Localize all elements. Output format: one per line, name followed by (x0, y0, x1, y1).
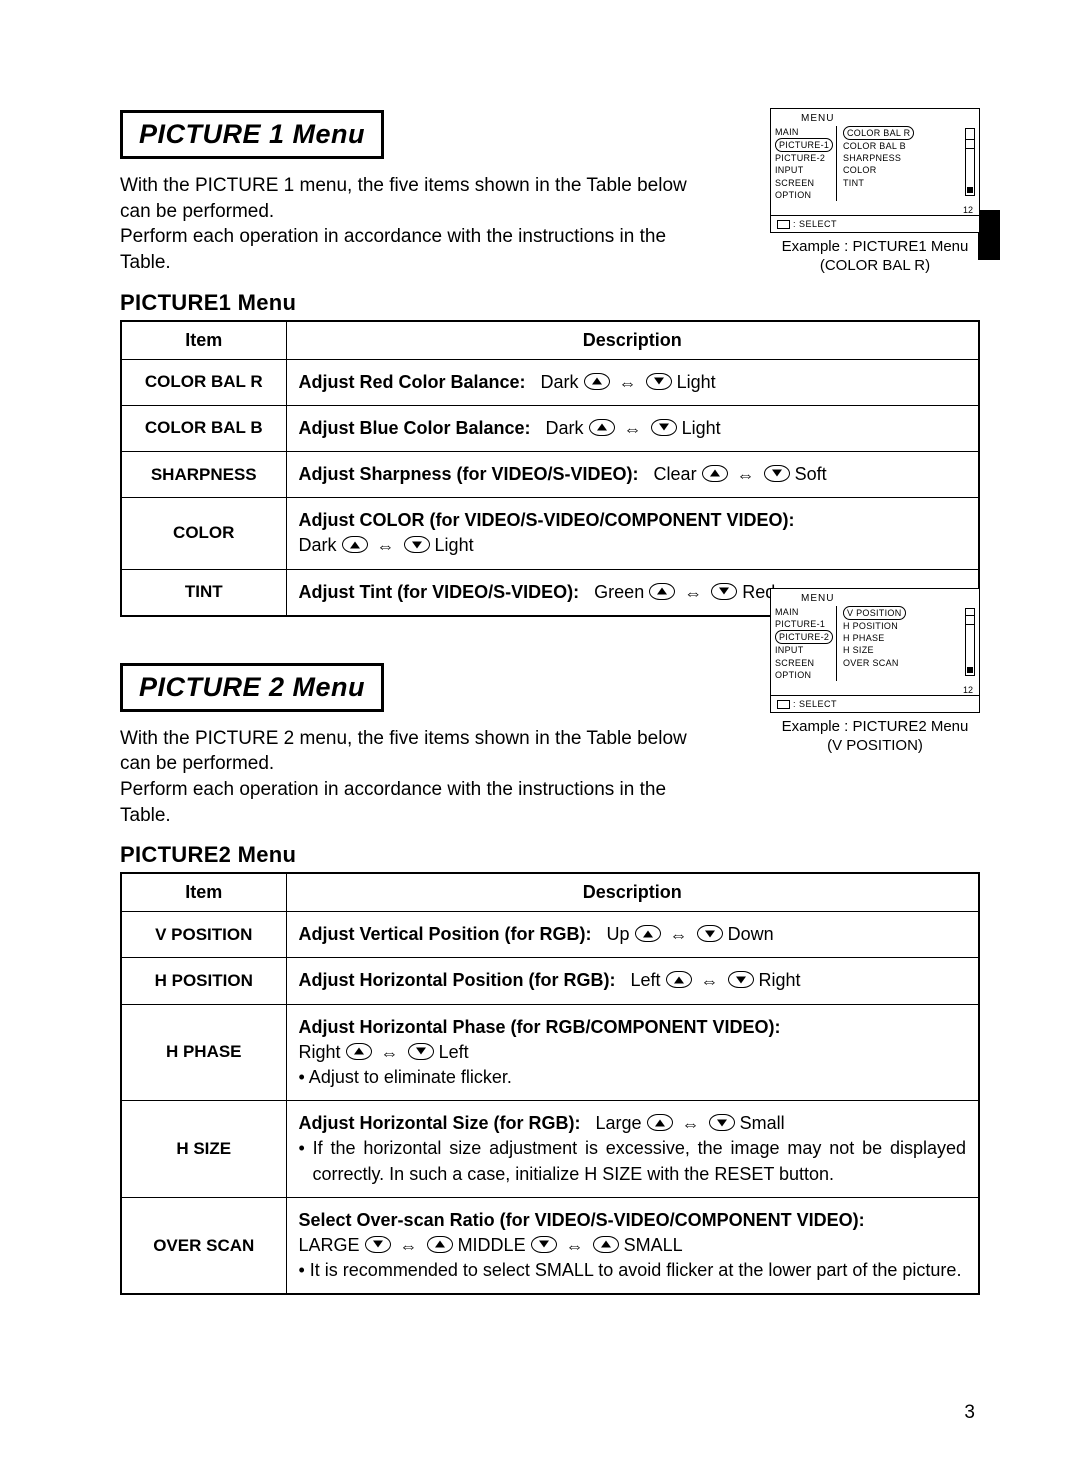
double-arrow-icon: ⇔ (566, 1234, 584, 1259)
up-arrow-icon (584, 373, 610, 390)
desc-cell: Adjust Horizontal Phase (for RGB/COMPONE… (286, 1004, 979, 1101)
item-cell: OVER SCAN (121, 1197, 286, 1294)
osd-value: 12 (771, 685, 979, 695)
down-arrow-icon (728, 971, 754, 988)
double-arrow-icon: ⇔ (737, 463, 755, 488)
double-arrow-icon: ⇔ (400, 1234, 418, 1259)
table-heading: PICTURE2 Menu (120, 842, 980, 868)
table-row: H PHASEAdjust Horizontal Phase (for RGB/… (121, 1004, 979, 1101)
item-cell: COLOR BAL R (121, 359, 286, 405)
up-arrow-icon (647, 1114, 673, 1131)
table-row: OVER SCANSelect Over-scan Ratio (for VID… (121, 1197, 979, 1294)
down-arrow-icon (764, 465, 790, 482)
desc-cell: Adjust Sharpness (for VIDEO/S-VIDEO): Cl… (286, 451, 979, 497)
double-arrow-icon: ⇔ (619, 371, 637, 396)
desc-cell: Adjust Red Color Balance: Dark ⇔ Light (286, 359, 979, 405)
col-header-item: Item (121, 321, 286, 360)
up-arrow-icon (427, 1236, 453, 1253)
up-arrow-icon (342, 536, 368, 553)
osd-value: 12 (771, 205, 979, 215)
item-cell: V POSITION (121, 912, 286, 958)
section-title: PICTURE 2 Menu (120, 663, 384, 712)
osd-menu-label: MENU (771, 593, 979, 604)
osd-menu-label: MENU (771, 113, 979, 124)
double-arrow-icon: ⇔ (684, 581, 702, 606)
up-arrow-icon (635, 925, 661, 942)
table-row: H SIZEAdjust Horizontal Size (for RGB): … (121, 1101, 979, 1198)
up-arrow-icon (593, 1236, 619, 1253)
section-title: PICTURE 1 Menu (120, 110, 384, 159)
desc-cell: Select Over-scan Ratio (for VIDEO/S-VIDE… (286, 1197, 979, 1294)
up-arrow-icon (666, 971, 692, 988)
down-arrow-icon (711, 583, 737, 600)
double-arrow-icon: ⇔ (670, 923, 688, 948)
down-arrow-icon (404, 536, 430, 553)
page-number: 3 (964, 1402, 975, 1424)
table-heading: PICTURE1 Menu (120, 290, 980, 316)
osd-caption: Example : PICTURE1 Menu(COLOR BAL R) (770, 237, 980, 276)
col-header-desc: Description (286, 873, 979, 912)
down-arrow-icon (531, 1236, 557, 1253)
section-picture2: PICTURE 2 Menu With the PICTURE 2 menu, … (120, 663, 980, 1296)
item-cell: H POSITION (121, 958, 286, 1004)
desc-cell: Adjust Blue Color Balance: Dark ⇔ Light (286, 405, 979, 451)
intro-text: With the PICTURE 1 menu, the five items … (120, 173, 690, 276)
item-cell: H PHASE (121, 1004, 286, 1101)
intro-text: With the PICTURE 2 menu, the five items … (120, 726, 690, 829)
osd-slider (965, 128, 975, 196)
table-row: SHARPNESSAdjust Sharpness (for VIDEO/S-V… (121, 451, 979, 497)
down-arrow-icon (651, 419, 677, 436)
double-arrow-icon: ⇔ (377, 534, 395, 559)
up-arrow-icon (649, 583, 675, 600)
osd-select-hint: : SELECT (771, 695, 979, 712)
up-arrow-icon (346, 1043, 372, 1060)
down-arrow-icon (408, 1043, 434, 1060)
item-cell: SHARPNESS (121, 451, 286, 497)
desc-cell: Adjust Vertical Position (for RGB): Up ⇔… (286, 912, 979, 958)
up-arrow-icon (702, 465, 728, 482)
picture1-table: Item Description COLOR BAL RAdjust Red C… (120, 320, 980, 617)
osd-select-hint: : SELECT (771, 215, 979, 232)
desc-cell: Adjust COLOR (for VIDEO/S-VIDEO/COMPONEN… (286, 498, 979, 569)
down-arrow-icon (646, 373, 672, 390)
table-row: H POSITIONAdjust Horizontal Position (fo… (121, 958, 979, 1004)
item-cell: COLOR BAL B (121, 405, 286, 451)
double-arrow-icon: ⇔ (624, 417, 642, 442)
item-cell: COLOR (121, 498, 286, 569)
down-arrow-icon (709, 1114, 735, 1131)
osd-diagram-picture2: MENU MAINPICTURE-1PICTURE-2INPUTSCREENOP… (770, 588, 980, 756)
item-cell: H SIZE (121, 1101, 286, 1198)
osd-slider (965, 608, 975, 676)
table-row: V POSITIONAdjust Vertical Position (for … (121, 912, 979, 958)
desc-cell: Adjust Horizontal Position (for RGB): Le… (286, 958, 979, 1004)
col-header-item: Item (121, 873, 286, 912)
col-header-desc: Description (286, 321, 979, 360)
desc-cell: Adjust Horizontal Size (for RGB): Large … (286, 1101, 979, 1198)
osd-caption: Example : PICTURE2 Menu(V POSITION) (770, 717, 980, 756)
item-cell: TINT (121, 569, 286, 616)
page-tab (978, 210, 1000, 260)
double-arrow-icon: ⇔ (682, 1112, 700, 1137)
up-arrow-icon (589, 419, 615, 436)
table-row: COLORAdjust COLOR (for VIDEO/S-VIDEO/COM… (121, 498, 979, 569)
osd-diagram-picture1: MENU MAINPICTURE-1PICTURE-2INPUTSCREENOP… (770, 108, 980, 276)
down-arrow-icon (365, 1236, 391, 1253)
table-row: COLOR BAL BAdjust Blue Color Balance: Da… (121, 405, 979, 451)
picture2-table: Item Description V POSITIONAdjust Vertic… (120, 872, 980, 1295)
down-arrow-icon (697, 925, 723, 942)
table-row: COLOR BAL RAdjust Red Color Balance: Dar… (121, 359, 979, 405)
double-arrow-icon: ⇔ (701, 969, 719, 994)
double-arrow-icon: ⇔ (381, 1041, 399, 1066)
